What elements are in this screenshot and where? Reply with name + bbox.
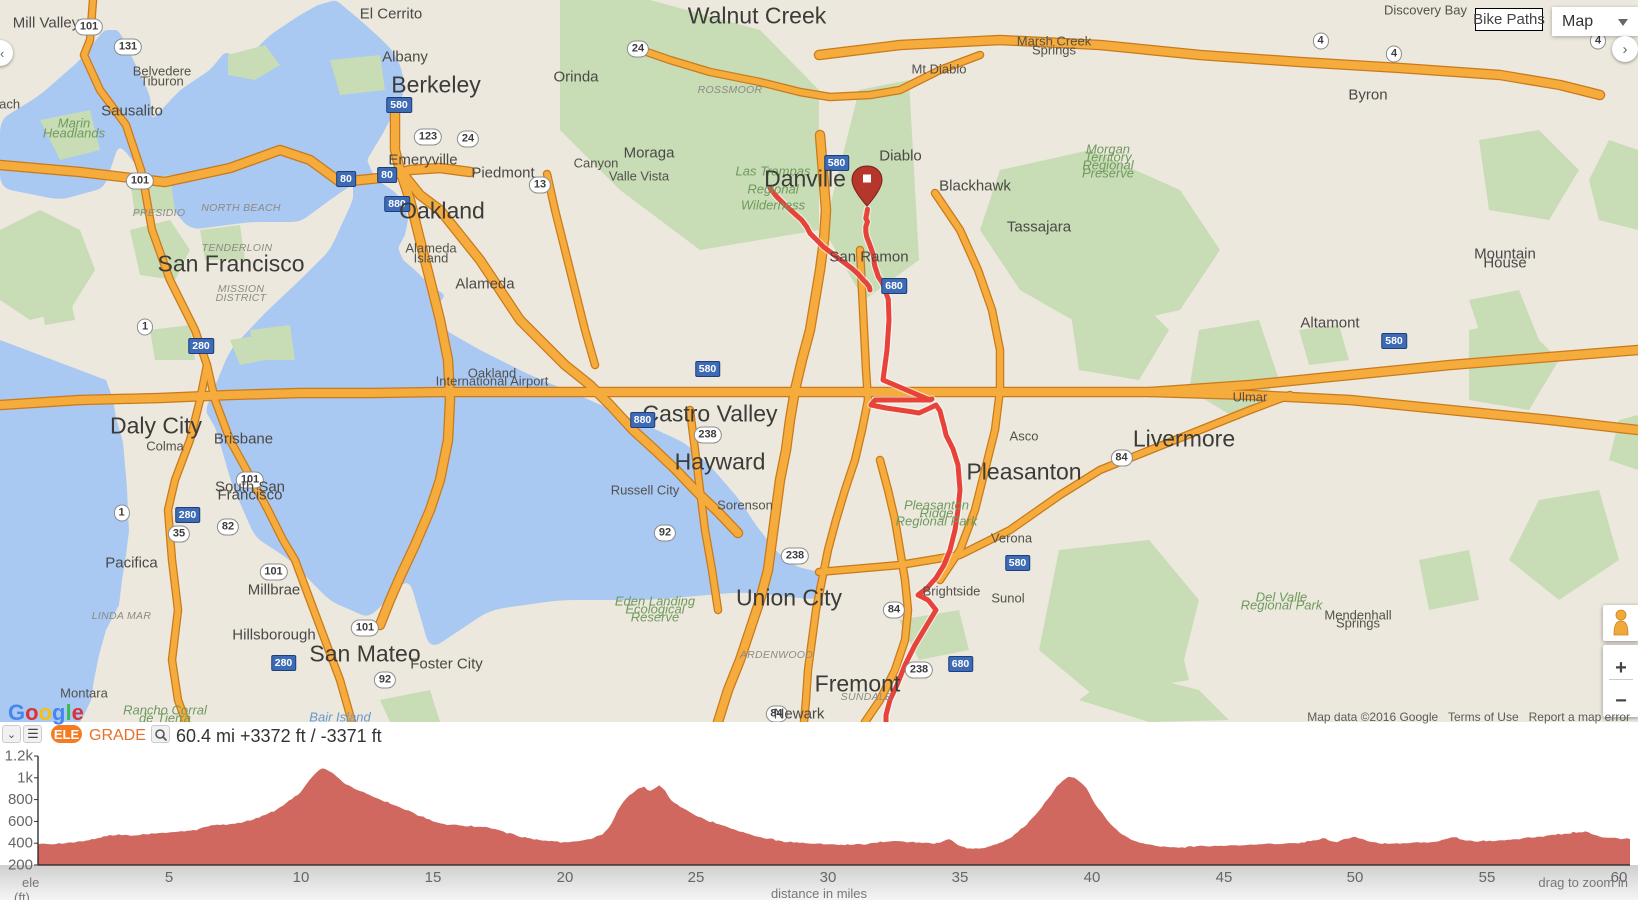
svg-text:distance in miles: distance in miles [771, 886, 868, 900]
svg-text:20: 20 [557, 869, 574, 886]
svg-text:200: 200 [8, 857, 33, 874]
svg-text:ele: ele [22, 875, 39, 890]
svg-text:30: 30 [820, 869, 837, 886]
svg-text:50: 50 [1347, 869, 1364, 886]
svg-text:45: 45 [1216, 869, 1233, 886]
svg-text:5: 5 [165, 869, 173, 886]
svg-text:(ft): (ft) [14, 890, 30, 900]
svg-text:40: 40 [1084, 869, 1101, 886]
svg-text:drag to zoom in: drag to zoom in [1538, 875, 1628, 890]
svg-text:400: 400 [8, 835, 33, 852]
svg-text:35: 35 [952, 869, 969, 886]
svg-text:25: 25 [688, 869, 705, 886]
svg-text:600: 600 [8, 813, 33, 830]
svg-text:1.2k: 1.2k [5, 748, 34, 765]
svg-text:15: 15 [425, 869, 442, 886]
svg-text:10: 10 [293, 869, 310, 886]
svg-text:1k: 1k [17, 769, 33, 786]
svg-text:55: 55 [1479, 869, 1496, 886]
svg-text:800: 800 [8, 791, 33, 808]
